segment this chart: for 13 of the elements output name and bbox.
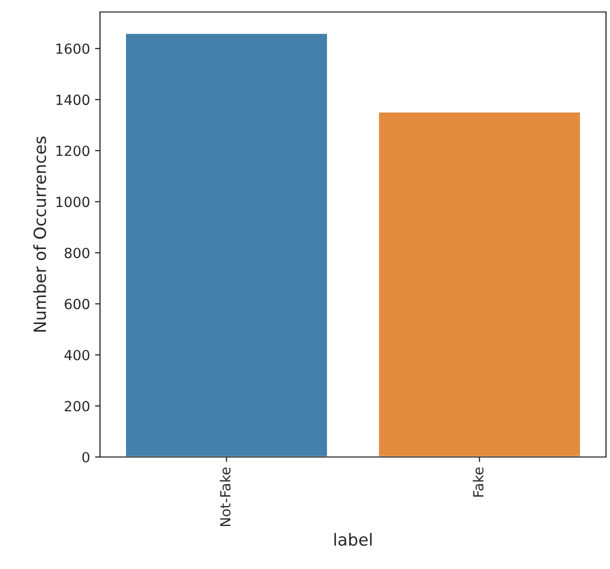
x-tick-label: Fake (472, 467, 484, 497)
x-tick-label: Not-Fake (220, 467, 231, 526)
y-tick-label: 1000 (56, 196, 90, 208)
y-tick-label: 800 (64, 248, 90, 258)
y-tick-label: 0 (82, 452, 90, 462)
x-axis-title: label (334, 532, 372, 546)
y-tick-label: 1600 (56, 43, 90, 54)
y-tick-label: 200 (64, 400, 90, 412)
y-tick-label: 400 (64, 350, 90, 360)
y-tick-label: 600 (64, 298, 90, 310)
y-tick-label: 1200 (56, 146, 90, 156)
y-axis-title: Number of Occurrences (33, 136, 46, 332)
y-tick-label: 1400 (56, 94, 90, 106)
